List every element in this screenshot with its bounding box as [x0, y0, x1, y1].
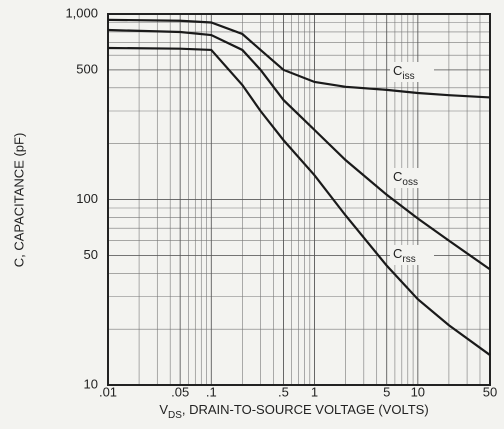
x-tick-label: .5 — [278, 384, 289, 399]
x-tick-label: 50 — [483, 384, 497, 399]
y-tick-label: 100 — [76, 191, 98, 206]
plot-frame — [107, 13, 491, 386]
series-line — [107, 28, 491, 271]
x-tick-label: 10 — [411, 384, 425, 399]
x-tick-label: .01 — [99, 384, 117, 399]
y-axis-label: C, CAPACITANCE (pF) — [11, 133, 26, 268]
x-tick-label: 5 — [383, 384, 390, 399]
series-label-bg — [390, 168, 434, 188]
series-label: Ciss — [393, 63, 415, 81]
x-axis-label-rest: , DRAIN-TO-SOURCE VOLTAGE (VOLTS) — [182, 402, 429, 417]
y-tick-label: 50 — [84, 247, 98, 262]
series-label-bg — [390, 62, 434, 82]
series-label: Crss — [393, 246, 416, 264]
series-line — [107, 18, 491, 99]
y-tick-label: 1,000 — [65, 5, 98, 20]
y-tick-label: 10 — [84, 376, 98, 391]
series-line — [107, 46, 491, 356]
x-tick-label: .1 — [206, 384, 217, 399]
x-axis-label: VDS, DRAIN-TO-SOURCE VOLTAGE (VOLTS) — [159, 402, 428, 420]
x-tick-label: .05 — [171, 384, 189, 399]
series-label-bg — [390, 245, 434, 265]
series-label: Coss — [393, 169, 418, 187]
x-axis-label-sub: DS — [168, 410, 182, 421]
x-axis-label-main: V — [159, 402, 168, 417]
y-tick-label: 500 — [76, 61, 98, 76]
x-tick-label: 1 — [311, 384, 318, 399]
